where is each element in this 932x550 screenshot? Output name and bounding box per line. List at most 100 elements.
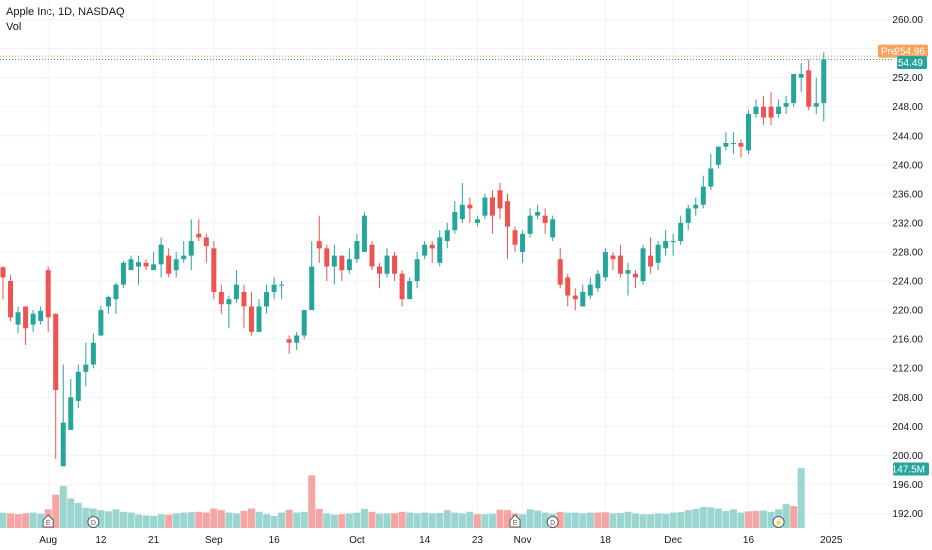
candle-body (0, 267, 6, 278)
volume-bar (504, 510, 512, 528)
candle-body (38, 310, 44, 321)
candle-body (128, 259, 134, 271)
volume-bar (323, 513, 331, 528)
candle-body (791, 74, 797, 104)
candle (105, 295, 111, 314)
candle-body (151, 264, 157, 271)
volume-bar (383, 513, 391, 528)
candle-body (407, 281, 413, 300)
candle (271, 277, 277, 300)
volume-bar (22, 513, 30, 528)
candle-body (497, 190, 503, 209)
candle-body (783, 103, 789, 107)
volume-bar (428, 513, 436, 528)
volume-bar (714, 508, 722, 528)
candle (294, 331, 300, 351)
volume-bar (647, 514, 655, 528)
volume-bar (473, 514, 481, 528)
candle-body (806, 70, 812, 107)
time-tick-label: 23 (472, 535, 484, 546)
volume-bar (571, 512, 579, 528)
candle (761, 95, 767, 125)
time-tick-label: 16 (743, 535, 755, 546)
volume-bar (594, 512, 602, 528)
volume-bar (104, 511, 112, 528)
candle-body (23, 306, 29, 329)
volume-bar (52, 494, 60, 528)
candle (264, 284, 270, 314)
volume-bar (82, 507, 90, 528)
candle (233, 270, 239, 303)
candle (550, 215, 556, 242)
pre-tag-label: Pre (881, 47, 897, 58)
candle (339, 255, 345, 282)
candle (226, 295, 232, 329)
candle (414, 251, 420, 289)
candle-body (248, 306, 254, 332)
candle (256, 299, 262, 332)
candle (75, 364, 81, 409)
candle-body (53, 313, 59, 390)
volume-bar (677, 512, 685, 528)
candle (188, 219, 194, 271)
price-tick-label: 224.00 (892, 277, 923, 288)
candle (437, 230, 443, 267)
candle (23, 306, 29, 345)
candle-body (68, 397, 74, 430)
candle (211, 241, 217, 300)
candle (241, 284, 247, 329)
event-icon-shape (772, 516, 785, 528)
volume-bar (541, 512, 549, 528)
candle (136, 255, 142, 285)
candle (595, 270, 601, 292)
volume-bar (669, 512, 677, 528)
earnings-icon-shape (42, 514, 54, 528)
volume-bar (729, 509, 737, 528)
price-tick-label: 248.00 (892, 102, 923, 113)
candle-body (369, 244, 375, 267)
volume-bar (391, 513, 399, 528)
price-tick-label: 252.00 (892, 73, 923, 84)
candle-body (505, 201, 511, 227)
candle-body (8, 281, 14, 318)
candle-body (595, 273, 601, 289)
candle (565, 273, 571, 307)
volume-bar (752, 510, 760, 528)
candle (173, 251, 179, 278)
candle-body (527, 215, 533, 234)
candle-body (715, 146, 721, 165)
volume-bar (609, 513, 617, 528)
candle-body (723, 143, 729, 147)
candle (821, 52, 827, 122)
price-tick-label: 196.00 (892, 480, 923, 491)
volume-bar (526, 509, 534, 528)
candle (640, 244, 646, 285)
candle (392, 251, 398, 282)
candle (90, 333, 96, 369)
candle-body (602, 251, 608, 278)
volume-bar (7, 513, 15, 528)
candle-body (452, 212, 458, 231)
price-axis[interactable]: 192.00 196.00 200.00 204.00 208.00 212.00 216.… (892, 15, 923, 520)
volume-bar (406, 512, 414, 528)
volume-bars (0, 468, 805, 528)
candle (30, 310, 36, 332)
volume-bar (760, 510, 768, 528)
price-tick-label: 192.00 (892, 509, 923, 520)
time-tick-label: Oct (349, 535, 365, 546)
price-tick-label: 220.00 (892, 306, 923, 317)
volume-bar (797, 468, 805, 528)
time-axis[interactable]: Aug 12 21 Sep 16 Oct 14 23 Nov 18 Dec 16 2025 (39, 535, 843, 546)
candle (331, 244, 337, 285)
candle-body (625, 270, 631, 274)
candle-body (730, 143, 736, 145)
volume-bar (29, 512, 37, 528)
candle-body (316, 241, 322, 249)
candle (798, 63, 804, 93)
candle (120, 260, 126, 289)
volume-bar (413, 513, 421, 528)
grid-lines (0, 0, 893, 530)
event-icon-glyph: D (550, 520, 555, 527)
